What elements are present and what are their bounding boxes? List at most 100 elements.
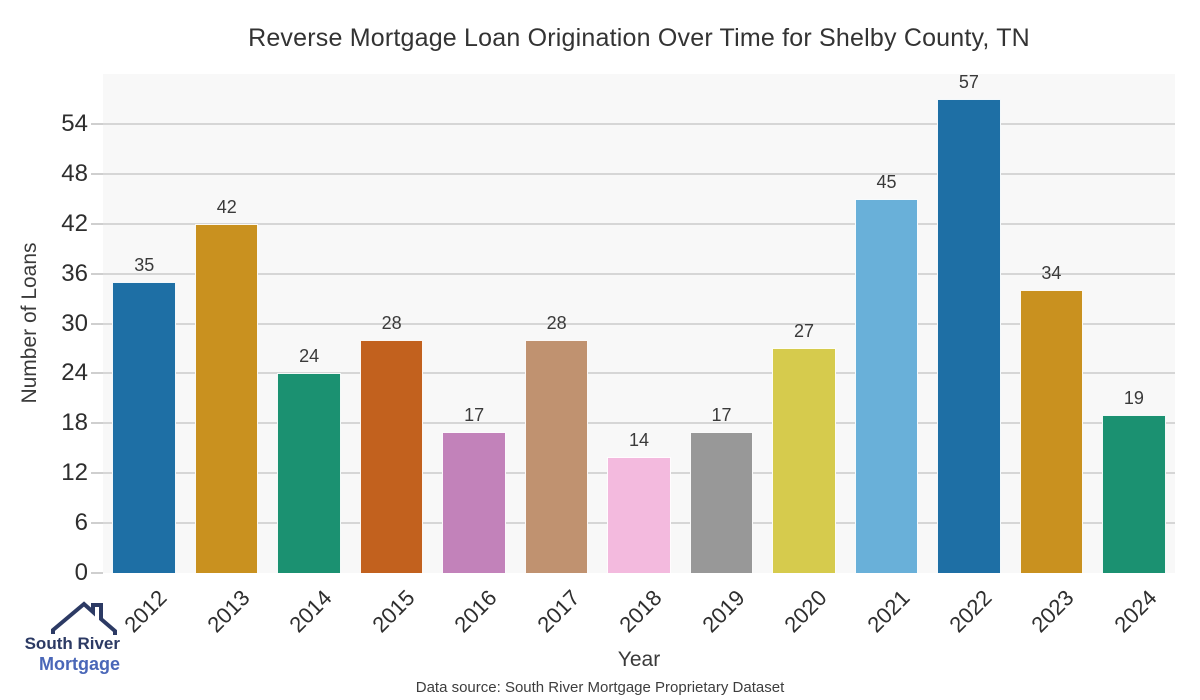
x-tick-label: 2021 [861,585,915,638]
x-tick-label: 2016 [449,585,502,638]
y-tick-label: 48 [61,159,88,187]
house-roof-icon [51,601,117,635]
bar-value-label: 17 [711,404,732,425]
bar-slot-2024: 19 [1093,74,1175,573]
bar-value-label: 28 [546,313,567,334]
bar-slot-2013: 42 [185,74,267,573]
y-tick-mark [91,522,103,525]
bar-2016 [442,431,506,573]
x-slot-2021: 2021 [845,573,927,645]
x-slot-2019: 2019 [680,573,762,645]
y-tick-label: 12 [61,459,88,487]
bar-slot-2015: 28 [350,74,432,573]
x-tick-label: 2015 [367,585,420,638]
y-tick-label: 0 [74,559,88,586]
chart-title: Reverse Mortgage Loan Origination Over T… [248,24,1030,52]
x-slot-2023: 2023 [1010,573,1092,645]
bar-value-label: 42 [216,196,237,217]
bar-2018 [607,456,671,573]
bar-value-label: 27 [793,321,814,342]
bar-slot-2021: 45 [845,74,927,573]
x-tick-label: 2014 [284,585,337,638]
bar-slot-2019: 17 [680,74,762,573]
y-tick-mark [91,272,103,275]
bar-slot-2023: 34 [1010,74,1092,573]
bar-slot-2014: 24 [268,74,350,573]
y-axis-tick-labels: 0 6 12 18 24 30 36 42 48 54 [0,74,88,586]
bar-slot-2020: 27 [763,74,845,573]
bar-slot-2022: 57 [928,71,1010,573]
bar-2020 [772,348,836,573]
x-tick-label: 2020 [779,585,832,638]
y-tick-label: 54 [61,109,88,137]
bar-2024 [1102,414,1166,573]
bar-value-label: 45 [876,171,897,192]
bar-2013 [194,223,259,573]
bar-2014 [277,373,341,573]
bar-2021 [854,198,919,573]
x-tick-label: 2013 [202,585,255,638]
y-tick-mark [91,472,103,475]
bar-value-label: 34 [1041,263,1062,284]
bar-2023 [1019,290,1084,573]
data-source-caption: Data source: South River Mortgage Propri… [415,679,785,696]
x-tick-label: 2019 [696,585,750,638]
y-tick-mark [91,572,103,574]
gridline [103,372,1175,375]
y-tick-label: 18 [61,409,88,437]
y-tick-label: 24 [61,359,88,387]
gridline [103,322,1175,325]
bar-value-label: 35 [134,254,155,275]
bar-slot-2016: 17 [433,74,515,573]
bar-slot-2018: 14 [598,74,680,573]
company-logo: South River Mortgage [16,601,126,689]
gridline [103,122,1175,125]
y-tick-mark [91,372,103,375]
x-slot-2013: 2013 [185,573,267,645]
bar-2017 [524,340,589,573]
y-tick-mark [91,172,103,175]
bar-value-label: 19 [1123,387,1144,408]
x-slot-2014: 2014 [268,573,350,645]
gridline [103,422,1175,425]
x-slot-2015: 2015 [350,573,432,645]
x-slot-2024: 2024 [1093,573,1175,645]
bar-2019 [689,431,754,573]
x-tick-label: 2024 [1109,585,1162,638]
plot-area: 35 42 24 28 17 28 14 17 27 45 57 34 19 [103,71,1175,573]
x-tick-label: 2023 [1026,585,1080,638]
bar-value-label: 28 [381,313,402,334]
y-tick-mark [91,222,103,225]
logo-text-line1: South River [24,634,120,653]
x-slot-2018: 2018 [598,573,680,645]
x-tick-label: 2012 [119,585,172,638]
y-tick-label: 6 [74,509,88,537]
x-slot-2022: 2022 [928,573,1010,645]
gridline [103,222,1175,225]
bar-slot-2017: 28 [515,74,597,573]
logo-text-line2: Mortgage [39,653,120,674]
x-axis-title: Year [617,648,661,671]
bar-series: 35 42 24 28 17 28 14 17 27 45 57 34 19 [103,71,1175,573]
bar-slot-2012: 35 [103,74,185,573]
x-tick-label: 2018 [614,585,667,638]
x-tick-label: 2017 [531,585,585,638]
x-slot-2016: 2016 [433,573,515,645]
bar-value-label: 17 [464,404,485,425]
bar-value-label: 57 [958,71,979,92]
y-tick-mark [91,322,103,325]
y-tick-label: 42 [61,209,88,237]
x-axis-tick-labels: 2012 2013 2014 2015 2016 2017 2018 2019 2020 2021… [103,573,1175,645]
y-tick-mark [91,122,103,125]
gridline [103,272,1175,275]
bar-2022 [937,98,1001,573]
y-tick-label: 36 [61,259,88,287]
x-slot-2017: 2017 [515,573,597,645]
y-axis-tick-marks [91,74,103,574]
bar-value-label: 14 [629,429,650,450]
y-tick-label: 30 [61,309,88,337]
y-tick-mark [91,422,103,425]
x-tick-label: 2022 [944,585,997,638]
bar-2015 [359,340,424,573]
